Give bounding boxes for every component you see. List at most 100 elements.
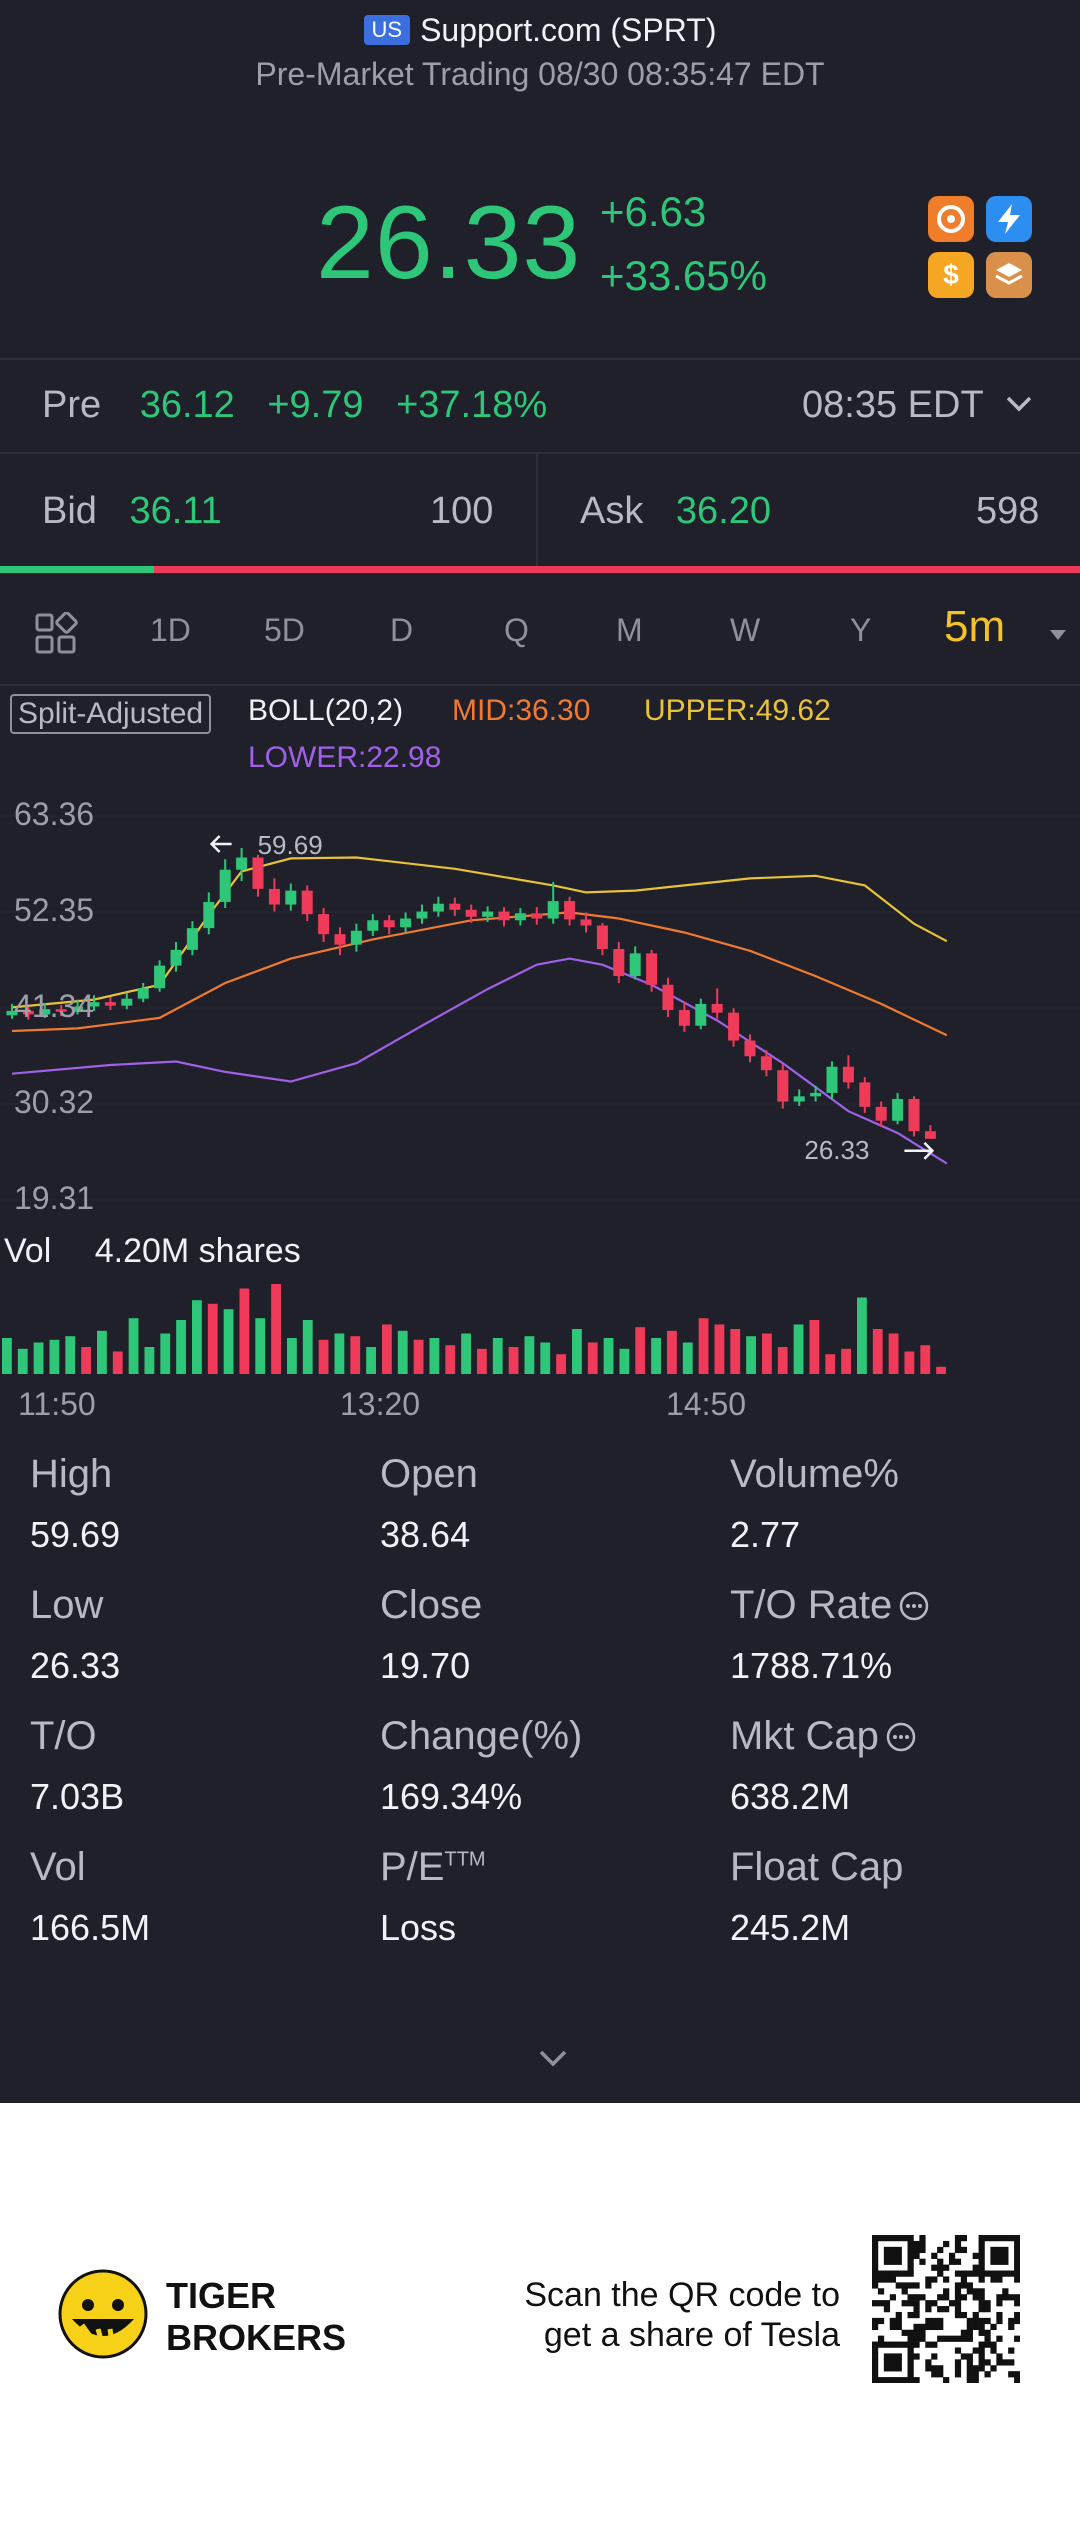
stat-label-t-o-rate: T/O Rate bbox=[730, 1583, 930, 1628]
premarket-row[interactable]: Pre 36.12 +9.79 +37.18% bbox=[42, 384, 547, 427]
low-marker-label: 26.33 bbox=[804, 1135, 869, 1165]
boll-lower-line bbox=[11, 957, 948, 1165]
candle bbox=[22, 1006, 34, 1020]
candle bbox=[842, 1055, 854, 1089]
tab-y[interactable]: Y bbox=[850, 612, 872, 648]
candle bbox=[137, 983, 149, 1003]
info-more-icon[interactable] bbox=[892, 1583, 930, 1627]
candle bbox=[334, 927, 346, 956]
tab-w[interactable]: W bbox=[730, 612, 761, 648]
stock-title: US Support.com (SPRT) bbox=[0, 12, 1080, 49]
dollar-icon[interactable]: $ bbox=[928, 252, 974, 298]
moomoo-icon[interactable] bbox=[928, 196, 974, 242]
volume-bar bbox=[556, 1354, 566, 1374]
volume-label: Vol bbox=[4, 1232, 52, 1270]
brand-line2: BROKERS bbox=[166, 2317, 347, 2358]
y-tick-label: 30.32 bbox=[14, 1084, 95, 1120]
stat-label-t-o: T/O bbox=[30, 1714, 97, 1758]
split-adjusted-toggle[interactable]: Split-Adjusted bbox=[10, 694, 212, 734]
low-arrow-icon bbox=[904, 1141, 935, 1160]
x-tick-label: 11:50 bbox=[18, 1386, 96, 1422]
volume-bar bbox=[397, 1330, 408, 1374]
volume-bar bbox=[112, 1351, 123, 1374]
candle bbox=[252, 854, 264, 897]
stat-value-t-o-rate: 1788.71% bbox=[730, 1645, 893, 1686]
stat-label-p-e: P/ETTM bbox=[380, 1845, 486, 1889]
grid-layout-icon[interactable] bbox=[34, 611, 78, 661]
volume-bar bbox=[540, 1342, 551, 1374]
candle bbox=[154, 960, 166, 992]
layers-icon[interactable] bbox=[986, 252, 1032, 298]
volume-bar bbox=[508, 1347, 519, 1374]
volume-header: Vol 4.20M shares bbox=[4, 1232, 301, 1271]
info-more-icon[interactable] bbox=[879, 1714, 917, 1758]
stat-value-float-cap: 245.2M bbox=[730, 1907, 851, 1948]
boll-indicator-label[interactable]: BOLL(20,2) bbox=[248, 694, 404, 727]
candle bbox=[826, 1061, 838, 1099]
ask-label: Ask bbox=[580, 490, 644, 532]
volume-bar bbox=[667, 1330, 677, 1374]
volume-bar bbox=[65, 1336, 76, 1374]
stat-label-change: Change(%) bbox=[380, 1714, 583, 1758]
volume-bar bbox=[777, 1347, 788, 1374]
volume-bar bbox=[746, 1336, 756, 1374]
volume-value: 4.20M shares bbox=[94, 1232, 301, 1270]
stat-value-close: 19.70 bbox=[380, 1645, 471, 1686]
candle bbox=[318, 908, 330, 943]
candlestick-chart[interactable]: 59.69 26.33 bbox=[0, 780, 1080, 1240]
volume-bar bbox=[287, 1338, 297, 1374]
candle bbox=[186, 921, 198, 956]
x-tick-label: 14:50 bbox=[666, 1386, 747, 1422]
last-price: 26.33 bbox=[316, 185, 582, 301]
bid-ask-divider bbox=[536, 452, 538, 568]
boll-mid-line bbox=[11, 911, 948, 1037]
bid-group: Bid 36.11 bbox=[42, 490, 222, 533]
tab-5m[interactable]: 5m bbox=[944, 602, 1006, 651]
boll-upper-line bbox=[11, 856, 948, 1009]
stat-value-vol: 166.5M bbox=[30, 1907, 151, 1948]
expand-chevron-icon[interactable] bbox=[536, 2046, 570, 2075]
tab-m[interactable]: M bbox=[616, 612, 643, 648]
premarket-price: 36.12 bbox=[139, 384, 235, 426]
volume-bar bbox=[239, 1288, 250, 1374]
ttm-superscript: TTM bbox=[444, 1848, 486, 1871]
stat-value-volume: 2.77 bbox=[730, 1514, 801, 1555]
candle bbox=[547, 881, 559, 924]
volume-bar bbox=[49, 1339, 60, 1374]
volume-chart[interactable] bbox=[0, 1282, 1080, 1377]
caret-down-icon[interactable] bbox=[1048, 628, 1068, 647]
volume-bar bbox=[350, 1336, 361, 1374]
volume-bar bbox=[651, 1338, 661, 1374]
volume-bar bbox=[413, 1339, 424, 1374]
stat-label-mkt-cap: Mkt Cap bbox=[730, 1714, 917, 1759]
candle bbox=[432, 896, 444, 917]
tab-q[interactable]: Q bbox=[504, 612, 529, 648]
stat-value-change: 169.34% bbox=[380, 1776, 523, 1817]
volume-bar bbox=[334, 1333, 345, 1374]
candle bbox=[859, 1077, 871, 1113]
qr-code-icon[interactable] bbox=[872, 2235, 1020, 2383]
promo-footer: TIGER BROKERS Scan the QR code to get a … bbox=[0, 2103, 1080, 2524]
tab-5d[interactable]: 5D bbox=[264, 612, 305, 648]
volume-bar bbox=[160, 1333, 171, 1374]
candle bbox=[449, 897, 461, 916]
candle bbox=[301, 885, 313, 922]
volume-bar bbox=[207, 1303, 218, 1374]
candle bbox=[236, 847, 248, 882]
volume-bar bbox=[176, 1320, 186, 1374]
volume-bar bbox=[635, 1327, 646, 1374]
premarket-label: Pre bbox=[42, 384, 102, 426]
tab-1d[interactable]: 1D bbox=[150, 612, 191, 648]
flash-icon[interactable] bbox=[986, 196, 1032, 242]
candle bbox=[531, 907, 543, 925]
stock-name: Support.com (SPRT) bbox=[420, 12, 717, 48]
bid-ask-ratio-bar bbox=[0, 566, 1080, 573]
candle bbox=[646, 949, 658, 992]
candle bbox=[39, 1003, 51, 1018]
stat-label-float-cap: Float Cap bbox=[730, 1845, 904, 1889]
chevron-down-icon[interactable] bbox=[1004, 392, 1034, 421]
tab-d[interactable]: D bbox=[390, 612, 414, 648]
boll-upper-value: UPPER:49.62 bbox=[644, 694, 831, 727]
candle bbox=[219, 859, 231, 909]
volume-bar bbox=[888, 1333, 899, 1374]
